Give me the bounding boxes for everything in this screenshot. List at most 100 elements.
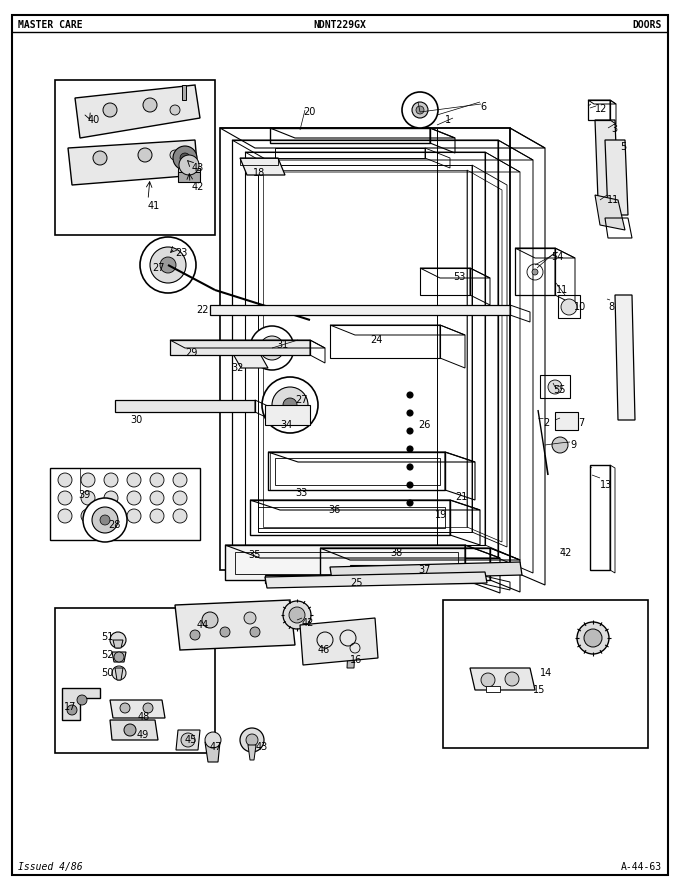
Text: 1: 1 xyxy=(445,115,451,125)
Circle shape xyxy=(81,473,95,487)
Circle shape xyxy=(407,500,413,506)
Polygon shape xyxy=(265,405,310,425)
Circle shape xyxy=(577,622,609,654)
Text: 18: 18 xyxy=(253,168,265,178)
Circle shape xyxy=(244,612,256,624)
Circle shape xyxy=(150,473,164,487)
Circle shape xyxy=(416,106,424,114)
Circle shape xyxy=(246,734,258,746)
Circle shape xyxy=(407,410,413,416)
Polygon shape xyxy=(175,600,295,650)
Bar xyxy=(55,80,215,235)
Circle shape xyxy=(262,377,318,433)
Polygon shape xyxy=(240,158,285,175)
Text: 37: 37 xyxy=(418,565,430,575)
Polygon shape xyxy=(115,668,123,680)
Text: 41: 41 xyxy=(148,201,160,211)
Text: 2: 2 xyxy=(543,418,549,428)
Polygon shape xyxy=(110,700,165,718)
Circle shape xyxy=(267,343,277,353)
Circle shape xyxy=(283,601,311,629)
Text: 50: 50 xyxy=(101,668,114,678)
Circle shape xyxy=(407,428,413,434)
Text: 36: 36 xyxy=(328,505,340,515)
Circle shape xyxy=(170,150,180,160)
Polygon shape xyxy=(68,140,198,185)
Text: 19: 19 xyxy=(435,510,447,520)
Text: 43: 43 xyxy=(192,163,204,173)
Text: 49: 49 xyxy=(137,730,149,740)
Text: 23: 23 xyxy=(175,248,188,258)
Polygon shape xyxy=(210,305,510,315)
Polygon shape xyxy=(248,745,256,760)
Polygon shape xyxy=(350,565,490,572)
Polygon shape xyxy=(470,668,535,690)
Circle shape xyxy=(160,257,176,273)
Text: 55: 55 xyxy=(553,385,566,395)
Circle shape xyxy=(124,724,136,736)
Polygon shape xyxy=(178,168,200,172)
Circle shape xyxy=(561,299,577,315)
Circle shape xyxy=(180,153,190,163)
Text: 47: 47 xyxy=(210,742,222,752)
Circle shape xyxy=(110,632,126,648)
Circle shape xyxy=(81,509,95,523)
Circle shape xyxy=(548,380,562,394)
Polygon shape xyxy=(605,140,628,215)
Text: 27: 27 xyxy=(152,263,165,273)
Text: DOORS: DOORS xyxy=(632,20,662,30)
Circle shape xyxy=(412,102,428,118)
Circle shape xyxy=(552,437,568,453)
Circle shape xyxy=(127,509,141,523)
Text: 42: 42 xyxy=(192,182,205,192)
Polygon shape xyxy=(182,85,186,100)
Polygon shape xyxy=(115,400,255,412)
Circle shape xyxy=(104,509,118,523)
Circle shape xyxy=(481,673,495,687)
Text: A-44-63: A-44-63 xyxy=(621,862,662,872)
Circle shape xyxy=(93,151,107,165)
Text: 10: 10 xyxy=(574,302,586,312)
Circle shape xyxy=(584,629,602,647)
Circle shape xyxy=(272,387,308,423)
Circle shape xyxy=(283,398,297,412)
Text: 46: 46 xyxy=(318,645,330,655)
Circle shape xyxy=(202,612,218,628)
Text: 48: 48 xyxy=(138,712,150,722)
Polygon shape xyxy=(110,720,158,740)
Text: 52: 52 xyxy=(101,650,114,660)
Circle shape xyxy=(407,464,413,470)
Text: 11: 11 xyxy=(556,285,568,295)
Circle shape xyxy=(100,515,110,525)
Text: 39: 39 xyxy=(78,490,90,500)
Circle shape xyxy=(190,630,200,640)
Polygon shape xyxy=(265,575,480,583)
Text: 13: 13 xyxy=(600,480,612,490)
Circle shape xyxy=(150,491,164,505)
Circle shape xyxy=(67,705,77,715)
Polygon shape xyxy=(265,572,487,588)
Circle shape xyxy=(250,627,260,637)
Circle shape xyxy=(127,491,141,505)
Circle shape xyxy=(143,98,157,112)
Text: 17: 17 xyxy=(64,702,76,712)
Polygon shape xyxy=(170,340,310,355)
Circle shape xyxy=(140,237,196,293)
Circle shape xyxy=(173,509,187,523)
Circle shape xyxy=(179,155,199,175)
Text: 33: 33 xyxy=(295,488,307,498)
Circle shape xyxy=(250,326,294,370)
Text: 53: 53 xyxy=(453,272,465,282)
Polygon shape xyxy=(347,648,355,668)
Circle shape xyxy=(181,733,195,747)
Circle shape xyxy=(150,247,186,283)
Circle shape xyxy=(81,491,95,505)
Text: 26: 26 xyxy=(418,420,430,430)
Polygon shape xyxy=(318,630,358,655)
Circle shape xyxy=(240,728,264,752)
Text: 42: 42 xyxy=(302,618,314,628)
Text: 40: 40 xyxy=(88,115,100,125)
Text: 3: 3 xyxy=(611,124,617,134)
Circle shape xyxy=(83,498,127,542)
Text: 15: 15 xyxy=(533,685,545,695)
